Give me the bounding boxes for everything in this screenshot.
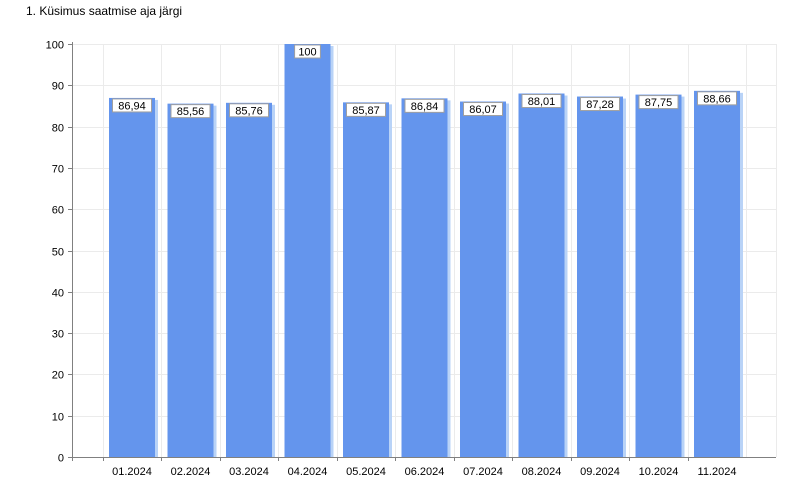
y-tick-label: 0 (58, 453, 64, 465)
x-tick-label: 10.2024 (639, 466, 679, 478)
data-label: 86,07 (469, 104, 497, 116)
data-label-box (638, 95, 679, 110)
bar (284, 44, 331, 457)
y-tick-label: 40 (52, 288, 64, 300)
data-label: 87,28 (586, 99, 614, 111)
data-label-box (521, 94, 562, 109)
data-label-box (229, 103, 269, 118)
bar (167, 103, 214, 457)
x-tick-label: 03.2024 (229, 466, 269, 478)
data-label-box (697, 91, 737, 106)
data-label-box (404, 98, 445, 113)
bar (226, 102, 272, 457)
y-tick-label: 90 (52, 81, 64, 93)
x-tick-label: 04.2024 (288, 466, 328, 478)
data-label: 87,75 (645, 97, 673, 109)
data-label: 100 (298, 47, 316, 59)
y-tick-label: 70 (52, 164, 64, 176)
bar (460, 101, 506, 458)
bar (635, 94, 682, 457)
x-tick-label: 09.2024 (580, 466, 620, 478)
x-tick-label: 06.2024 (405, 466, 445, 478)
data-label: 86,84 (411, 101, 439, 113)
x-tick-label: 02.2024 (171, 466, 211, 478)
bar (694, 90, 740, 457)
y-tick-label: 60 (52, 205, 64, 217)
bar (343, 102, 389, 457)
x-tick-label: 11.2024 (698, 466, 737, 478)
data-label-box (463, 102, 503, 117)
bar (401, 98, 448, 457)
data-label: 88,66 (703, 93, 731, 105)
bar (577, 96, 623, 457)
data-label: 85,76 (235, 105, 263, 117)
data-label-box (346, 102, 386, 117)
data-label: 85,87 (352, 105, 380, 117)
data-label-box (294, 44, 321, 59)
y-tick-label: 20 (52, 370, 64, 382)
data-label-box (580, 97, 620, 112)
data-label-box (112, 98, 152, 113)
bar (109, 97, 155, 457)
x-tick-label: 08.2024 (522, 466, 562, 478)
data-label: 86,94 (118, 100, 146, 112)
bar (518, 93, 565, 457)
x-tick-label: 07.2024 (463, 466, 503, 478)
y-tick-label: 30 (52, 329, 64, 341)
data-label: 88,01 (528, 96, 556, 108)
y-tick-label: 80 (52, 123, 64, 135)
y-tick-label: 100 (46, 40, 64, 52)
data-label: 85,56 (177, 106, 205, 118)
y-tick-label: 10 (52, 412, 64, 424)
chart-title: 1. Küsimus saatmise aja järgi (26, 4, 183, 18)
y-tick-label: 50 (52, 247, 64, 259)
data-label-box (170, 104, 211, 119)
x-tick-label: 05.2024 (346, 466, 386, 478)
x-tick-label: 01.2024 (112, 466, 152, 478)
